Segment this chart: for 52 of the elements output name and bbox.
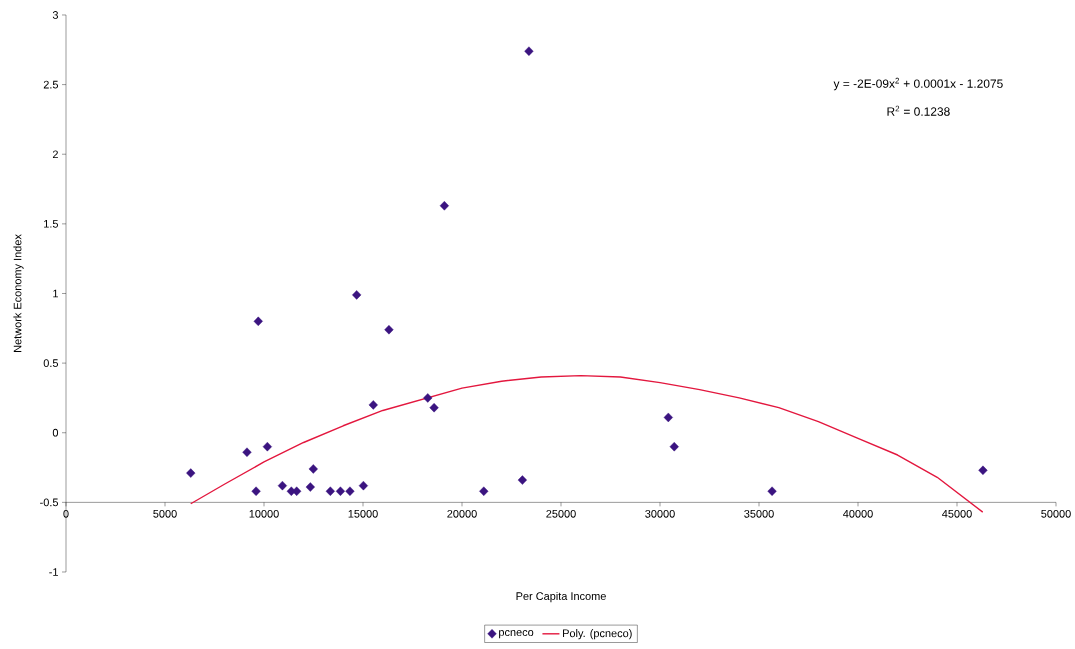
legend-label: pcneco [499, 630, 534, 639]
x-tick-label: 5000 [153, 509, 177, 518]
annotation: R$^{2}$ = 0.1238 [887, 105, 950, 116]
y-axis-title: Network Economy Index [13, 234, 24, 352]
point [251, 486, 261, 496]
point [262, 441, 272, 452]
point [253, 316, 263, 327]
y-tick-label: 0.5 [43, 359, 59, 367]
point [429, 402, 439, 413]
point [384, 324, 394, 335]
x-tick-label: 50000 [1041, 509, 1071, 518]
x-tick-label: 10000 [249, 509, 279, 518]
x-axis-title: Per Capita Income [516, 591, 606, 603]
point [368, 400, 378, 410]
point [669, 441, 679, 452]
point [308, 464, 318, 474]
x-tick-label: 25000 [546, 509, 576, 518]
y-tick-label: 2.5 [43, 80, 59, 89]
y-tick-label: 3 [52, 11, 58, 19]
point [479, 486, 489, 496]
point [524, 46, 534, 56]
y-tick-label: 1.5 [44, 220, 59, 228]
point [277, 480, 288, 491]
point [242, 447, 252, 457]
annotation: y = -2E-09x$^{2}$ + 0.0001x - 1.2075 [833, 77, 1003, 91]
point [358, 480, 368, 491]
point [292, 486, 302, 496]
x-tick-label: 40000 [843, 509, 873, 518]
x-tick-label: 0 [63, 509, 69, 518]
point [423, 393, 433, 403]
point [663, 412, 673, 423]
x-tick-label: 20000 [447, 509, 477, 518]
x-tick-label: 35000 [744, 509, 774, 518]
x-tick-label: 30000 [645, 509, 675, 518]
x-tick-label: 45000 [942, 509, 972, 518]
y-tick-label: 0 [52, 428, 59, 437]
point [439, 201, 449, 211]
point [352, 290, 362, 300]
legend-label: Poly. (pcneco) [563, 629, 632, 640]
point [767, 486, 777, 496]
x-tick-label: 15000 [348, 509, 378, 518]
point [186, 468, 196, 478]
point [517, 475, 527, 485]
point [978, 465, 988, 476]
y-tick-label: -0.5 [40, 498, 59, 507]
y-tick-label: -1 [49, 568, 58, 576]
point [325, 486, 335, 496]
y-tick-label: 1 [53, 289, 58, 298]
point [305, 482, 315, 492]
y-tick-label: 2 [52, 150, 58, 159]
point [335, 486, 346, 496]
point [345, 486, 355, 496]
